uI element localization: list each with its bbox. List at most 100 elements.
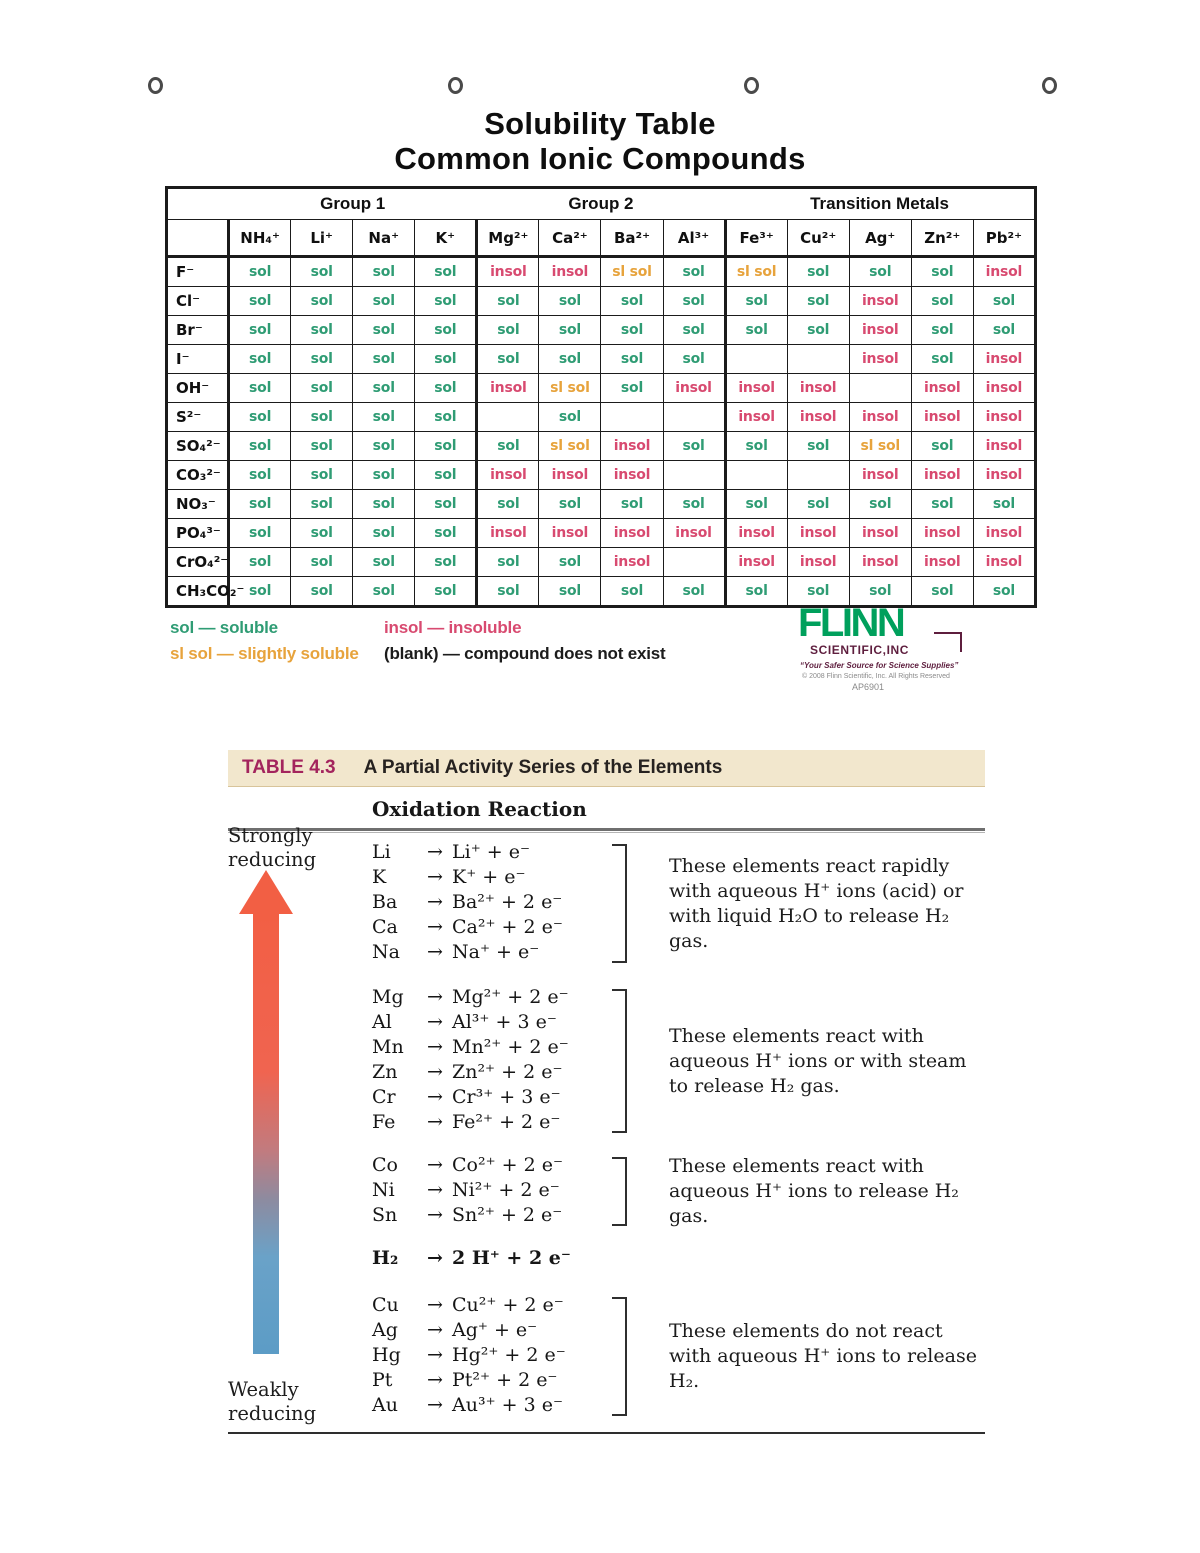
reaction-equation: Hg → Hg²⁺ + 2 e⁻ bbox=[372, 1344, 608, 1369]
solubility-cell: insol bbox=[786, 547, 850, 577]
solubility-cell: sol bbox=[414, 576, 479, 607]
solubility-cell: sol bbox=[414, 286, 479, 316]
solubility-cell: insol bbox=[476, 256, 540, 287]
solubility-cell: sol bbox=[352, 489, 416, 519]
cation-header: NH₄⁺ bbox=[228, 219, 292, 258]
solubility-cell: sol bbox=[228, 286, 292, 316]
table-row: SO₄²⁻ sol sol sol sol sol sl sol insol sol sol sol… bbox=[165, 431, 1037, 461]
solubility-cell bbox=[662, 402, 727, 432]
solubility-cell: sol bbox=[228, 315, 292, 345]
solubility-cell: insol bbox=[600, 547, 664, 577]
grommet-icon bbox=[148, 77, 163, 94]
cation-header: Ag⁺ bbox=[848, 219, 912, 258]
anion-label: F⁻ bbox=[165, 256, 231, 287]
solubility-cell: insol bbox=[972, 373, 1037, 403]
solubility-cell bbox=[786, 344, 850, 374]
element-symbol: K bbox=[372, 866, 387, 888]
element-symbol: Ca bbox=[372, 916, 398, 938]
solubility-cell: insol bbox=[476, 518, 540, 548]
solubility-cell bbox=[724, 460, 788, 490]
anion-label: OH⁻ bbox=[165, 373, 231, 403]
table-row: Br⁻ sol sol sol sol sol sol sol sol sol sol insol so… bbox=[165, 315, 1037, 345]
oxidation-product: Fe²⁺ + 2 e⁻ bbox=[452, 1111, 561, 1133]
arrow-right-icon: → bbox=[427, 1111, 443, 1133]
solubility-cell bbox=[662, 460, 727, 490]
solubility-cell: sol bbox=[228, 489, 292, 519]
solubility-cell: sol bbox=[228, 460, 292, 490]
solubility-cell: sol bbox=[662, 344, 727, 374]
arrow-right-icon: → bbox=[427, 1061, 443, 1083]
solubility-cell: sol bbox=[228, 402, 292, 432]
solubility-cell: insol bbox=[724, 518, 788, 548]
element-symbol: Cu bbox=[372, 1294, 399, 1316]
solubility-cell: insol bbox=[724, 373, 788, 403]
solubility-cell: sol bbox=[414, 256, 479, 287]
solubility-cell: insol bbox=[972, 547, 1037, 577]
reaction-equation: Ni → Ni²⁺ + 2 e⁻ bbox=[372, 1179, 608, 1204]
solubility-table: Group 1 Group 2 Transition Metals NH₄⁺ Li⁺ Na… bbox=[165, 186, 1037, 608]
corner-cell bbox=[165, 219, 231, 258]
arrow-right-icon: → bbox=[427, 1204, 443, 1226]
solubility-head: Group 1 Group 2 Transition Metals NH₄⁺ Li⁺ Na… bbox=[165, 188, 1037, 258]
reaction-equation: Ag → Ag⁺ + e⁻ bbox=[372, 1319, 608, 1344]
table-row: S²⁻ sol sol sol sol sol insol insol insol insol in… bbox=[165, 402, 1037, 432]
activity-arrow-head-icon bbox=[239, 870, 293, 914]
anion-label: CH₃CO₂⁻ bbox=[165, 576, 244, 607]
anion-label: Cl⁻ bbox=[165, 286, 231, 316]
solubility-cell: sol bbox=[414, 344, 479, 374]
solubility-cell: sol bbox=[662, 256, 727, 287]
flinn-catalog-code: AP6901 bbox=[851, 682, 885, 692]
table-row: CrO₄²⁻ sol sol sol sol sol sol insol insol insol i… bbox=[165, 547, 1037, 577]
reaction-note: These elements react rapidly with aqueou… bbox=[669, 854, 964, 952]
arrow-right-icon: → bbox=[427, 1344, 443, 1366]
cation-header: Pb²⁺ bbox=[972, 219, 1037, 258]
solubility-cell: sl sol bbox=[600, 256, 664, 287]
solubility-cell: sol bbox=[662, 489, 727, 519]
solubility-cell: sol bbox=[724, 431, 788, 461]
solubility-cell: insol bbox=[848, 286, 912, 316]
solubility-cell: sl sol bbox=[538, 373, 602, 403]
element-symbol: Pt bbox=[372, 1369, 393, 1391]
solubility-cell: insol bbox=[538, 460, 602, 490]
reaction-equation: Au → Au³⁺ + 3 e⁻ bbox=[372, 1394, 608, 1419]
solubility-cell: sol bbox=[352, 286, 416, 316]
solubility-cell: sol bbox=[724, 315, 788, 345]
oxidation-product: Zn²⁺ + 2 e⁻ bbox=[452, 1061, 563, 1083]
legend-item: (blank) — compound does not exist bbox=[384, 644, 666, 663]
solubility-cell: sol bbox=[352, 256, 416, 287]
reaction-equation: Ba → Ba²⁺ + 2 e⁻ bbox=[372, 891, 608, 916]
solubility-cell: sol bbox=[786, 256, 850, 287]
solubility-cell: insol bbox=[724, 547, 788, 577]
oxidation-product: Li⁺ + e⁻ bbox=[452, 841, 530, 863]
solubility-cell: sol bbox=[538, 344, 602, 374]
solubility-cell: sol bbox=[290, 402, 354, 432]
solubility-cell: sol bbox=[972, 489, 1037, 519]
solubility-cell: sol bbox=[352, 518, 416, 548]
solubility-cell: insol bbox=[910, 547, 974, 577]
anion-label: PO₄³⁻ bbox=[165, 518, 231, 548]
solubility-cell: sol bbox=[414, 431, 479, 461]
solubility-cell: sol bbox=[848, 256, 912, 287]
solubility-cell: sol bbox=[538, 576, 602, 607]
flinn-logo: FLINN SCIENTIFIC,INC “Your Safer Source … bbox=[798, 603, 988, 692]
solubility-cell: sol bbox=[228, 373, 292, 403]
solubility-cell: insol bbox=[972, 402, 1037, 432]
oxidation-product: Ba²⁺ + 2 e⁻ bbox=[452, 891, 563, 913]
reaction-note: These elements do not react with aqueous… bbox=[669, 1320, 977, 1392]
oxidation-product: 2 H⁺ + 2 e⁻ bbox=[452, 1247, 571, 1269]
legend-item: insol — insoluble bbox=[384, 618, 522, 637]
arrow-right-icon: → bbox=[427, 1369, 443, 1391]
table-row: CO₃²⁻ sol sol sol sol insol insol insol insol ins… bbox=[165, 460, 1037, 490]
solubility-body: F⁻ sol sol sol sol insol insol sl sol sol sl sol s… bbox=[165, 256, 1037, 607]
solubility-cell: insol bbox=[972, 344, 1037, 374]
table-number-label: TABLE 4.3 bbox=[242, 757, 336, 778]
solubility-cell: sol bbox=[476, 489, 540, 519]
reaction-group: Mg → Mg²⁺ + 2 e⁻ Al → Al³⁺ + 3 e⁻ Mn → Mn²⁺ + 2 … bbox=[372, 986, 985, 1136]
solubility-cell: sol bbox=[724, 286, 788, 316]
group-header: Transition Metals bbox=[810, 194, 949, 213]
solubility-cell: insol bbox=[600, 518, 664, 548]
solubility-cell: sol bbox=[476, 547, 540, 577]
reaction-equation: Al → Al³⁺ + 3 e⁻ bbox=[372, 1011, 608, 1036]
table-row: Cl⁻ sol sol sol sol sol sol sol sol sol sol insol so… bbox=[165, 286, 1037, 316]
solubility-cell: sol bbox=[352, 402, 416, 432]
